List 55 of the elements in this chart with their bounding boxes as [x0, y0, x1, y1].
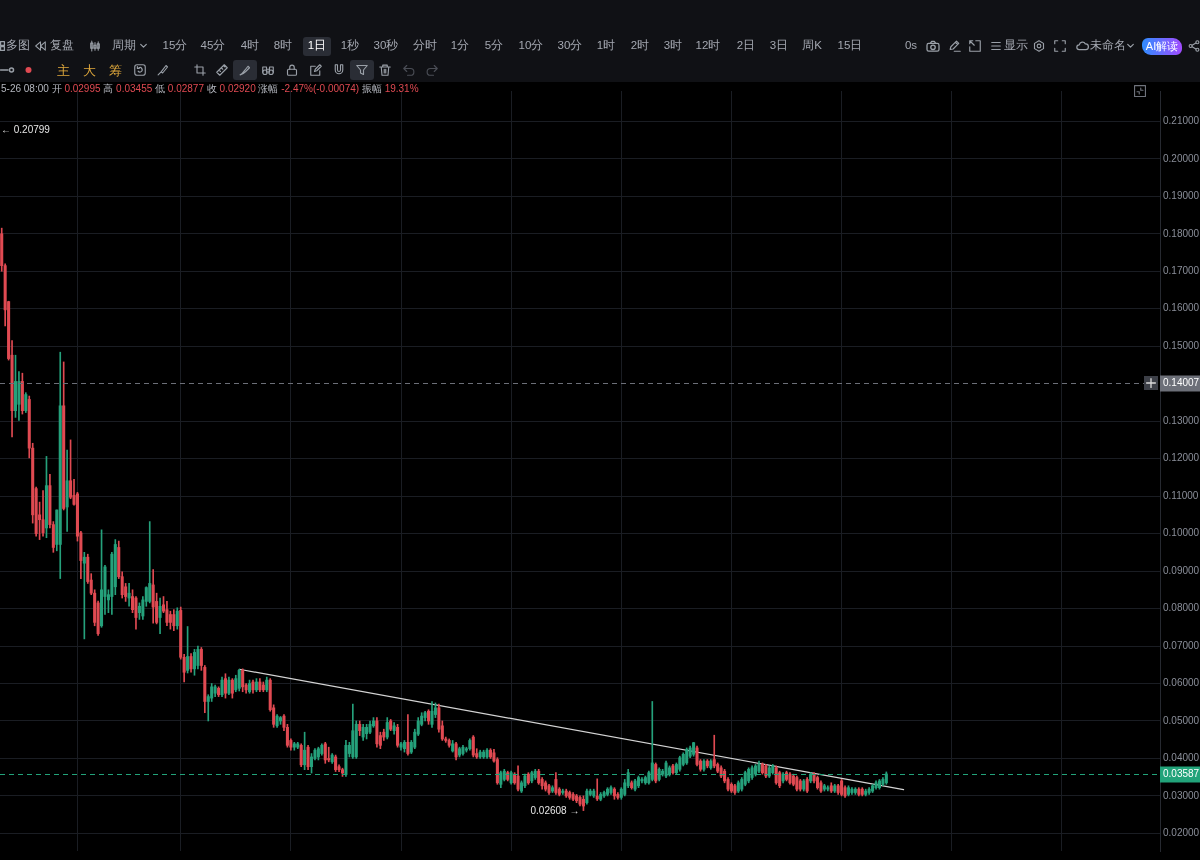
y-tick-label: 0.13000 — [1163, 414, 1200, 426]
text: 1日 — [307, 39, 327, 53]
y-tick-label: 0.11000 — [1163, 489, 1199, 501]
y-tick-label: 0.04000 — [1163, 752, 1200, 764]
candlestick — [712, 734, 716, 769]
text: 2时 — [630, 39, 650, 53]
y-tick-label: 0.08000 — [1163, 602, 1200, 614]
ref-line-label: 0.03587 — [1163, 768, 1200, 780]
text: 3日 — [769, 39, 789, 53]
text: 15日 — [837, 39, 863, 53]
text: 1秒 — [340, 39, 360, 53]
y-tick-label: 0.19000 — [1163, 190, 1200, 202]
y-tick-label: 0.15000 — [1163, 339, 1200, 351]
candlestick — [148, 521, 152, 604]
text: 周K — [802, 39, 822, 53]
y-tick-label: 0.18000 — [1163, 227, 1200, 239]
y-tick-label: 0.12000 — [1163, 452, 1200, 464]
text: 15分 — [162, 39, 188, 53]
text: 12时 — [695, 39, 721, 53]
annotation: ← 0.20799 — [1, 123, 51, 135]
y-tick-label: 0.20000 — [1163, 152, 1200, 164]
text: 5-26 08:00 开 0.02995 高 0.03455 低 0.02877 收 0.02920 涨幅 -2.47%(-0.00074) 振幅 19.31% — [1, 83, 419, 94]
y-tick-label: 0.03000 — [1163, 789, 1200, 801]
text: 大 — [82, 62, 96, 78]
text: 45分 — [200, 39, 226, 53]
text: 3时 — [663, 39, 683, 53]
y-tick-label: 0.17000 — [1163, 265, 1200, 277]
text: 筹 — [108, 62, 122, 78]
text: 30分 — [557, 39, 583, 53]
y-tick-label: 0.05000 — [1163, 714, 1200, 726]
y-tick-label: 0.10000 — [1163, 527, 1200, 539]
text: 1时 — [596, 39, 616, 53]
text: 2日 — [736, 39, 756, 53]
text: 多图 — [6, 39, 30, 53]
y-tick-label: 0.16000 — [1163, 302, 1200, 314]
y-tick-label: 0.06000 — [1163, 677, 1200, 689]
ref-line-label: 0.14007 — [1163, 377, 1200, 389]
text: 未命名 — [1090, 39, 1126, 53]
text: 0s — [904, 39, 918, 53]
text: 周期 — [112, 39, 136, 53]
y-tick-label: 0.02000 — [1163, 827, 1200, 839]
annotation: 0.02608 → — [530, 805, 580, 817]
text: 30秒 — [373, 39, 399, 53]
text: 5分 — [484, 39, 504, 53]
y-tick-label: 0.09000 — [1163, 564, 1200, 576]
text: 10分 — [518, 39, 544, 53]
text: 主 — [56, 62, 70, 78]
text: 8时 — [273, 39, 293, 53]
text: 1分 — [450, 39, 470, 53]
y-tick-label: 0.21000 — [1163, 115, 1200, 127]
text: 复盘 — [50, 39, 74, 53]
y-tick-label: 0.07000 — [1163, 639, 1200, 651]
text: 显示 — [1004, 39, 1028, 53]
text: 4时 — [240, 39, 260, 53]
text: 分时 — [413, 39, 437, 53]
